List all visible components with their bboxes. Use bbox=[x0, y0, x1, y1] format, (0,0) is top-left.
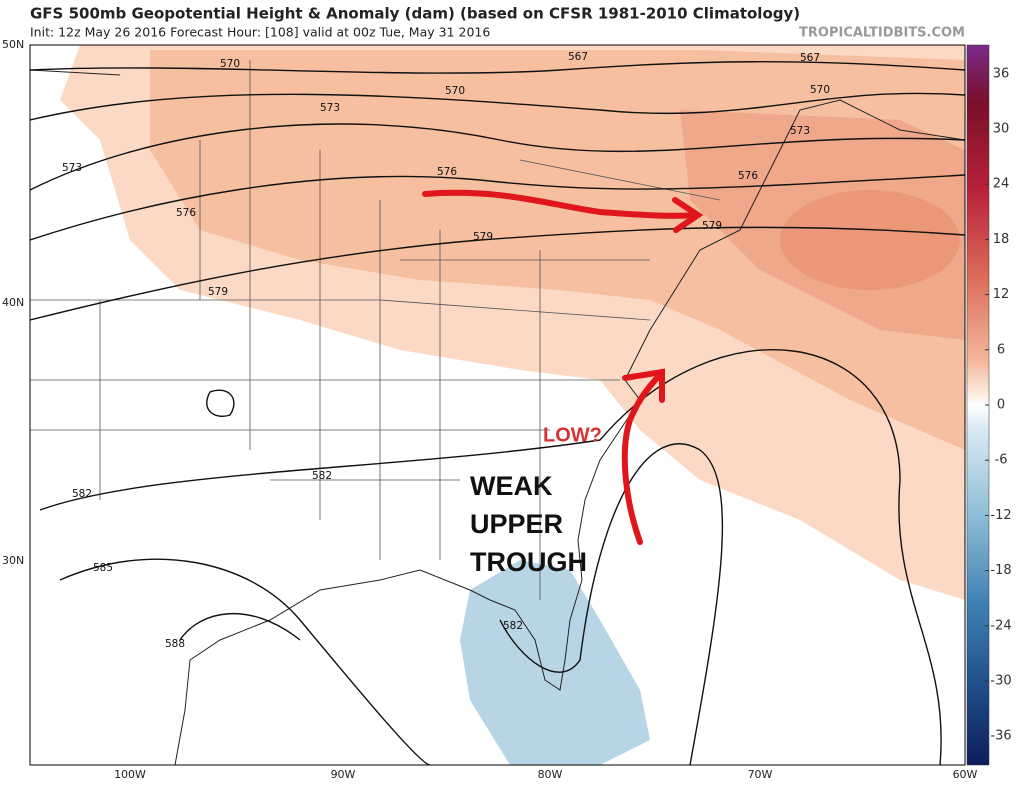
latitude-label: 40N bbox=[2, 296, 24, 309]
anomaly-core bbox=[780, 190, 960, 290]
contour bbox=[39, 348, 942, 765]
longitude-label: 100W bbox=[114, 768, 146, 781]
colorbar-label: 24 bbox=[993, 177, 1010, 192]
contour-label: 582 bbox=[312, 470, 332, 482]
contour bbox=[59, 443, 724, 765]
latitude-label: 50N bbox=[2, 38, 24, 51]
contour-label: 570 bbox=[445, 85, 465, 97]
contour bbox=[179, 612, 301, 641]
longitude-label: 60W bbox=[953, 768, 978, 781]
watermark: TROPICALTIDBITS.COM bbox=[799, 26, 965, 41]
map-frame bbox=[29, 44, 966, 766]
contour-label: 570 bbox=[220, 58, 240, 70]
longitude-label: 90W bbox=[331, 768, 356, 781]
colorbar-label: 30 bbox=[993, 122, 1010, 137]
latitude-label: 30N bbox=[2, 554, 24, 567]
colorbar-label: 36 bbox=[993, 66, 1010, 81]
negative-anomaly bbox=[460, 560, 650, 765]
coastline bbox=[30, 69, 965, 765]
map-area bbox=[30, 45, 965, 765]
contour bbox=[206, 389, 235, 417]
contour bbox=[30, 61, 965, 74]
annotation: LOW? bbox=[543, 424, 602, 446]
colorbar-label: -18 bbox=[990, 563, 1011, 578]
arrow-head bbox=[672, 197, 704, 233]
colorbar-label: 18 bbox=[993, 232, 1010, 247]
contour-label: 579 bbox=[208, 286, 228, 298]
contour-label: 588 bbox=[165, 638, 185, 650]
contour bbox=[30, 226, 965, 321]
state-borders bbox=[30, 60, 721, 600]
colorbar-label: -12 bbox=[990, 508, 1011, 523]
contour-label: 576 bbox=[437, 166, 457, 178]
colorbar-label: 12 bbox=[993, 287, 1010, 302]
arrow bbox=[621, 372, 663, 545]
contour-label: 573 bbox=[320, 102, 340, 114]
title: GFS 500mb Geopotential Height & Anomaly … bbox=[30, 5, 800, 23]
contour bbox=[30, 174, 965, 241]
contour-label: 582 bbox=[72, 488, 92, 500]
annotation: WEAK bbox=[470, 471, 553, 501]
contour-label: 570 bbox=[810, 84, 830, 96]
subtitle: Init: 12z May 26 2016 Forecast Hour: [10… bbox=[30, 25, 490, 40]
colorbar-label: -6 bbox=[995, 453, 1008, 468]
contour-label: 585 bbox=[93, 562, 113, 574]
arrow-head bbox=[622, 368, 665, 403]
annotation: TROUGH bbox=[470, 547, 587, 577]
colorbar-label: 0 bbox=[997, 398, 1005, 413]
colorbar-label: -36 bbox=[990, 729, 1011, 744]
contour-label: 576 bbox=[176, 207, 196, 219]
colorbar-label: -24 bbox=[990, 618, 1011, 633]
annotation: UPPER bbox=[470, 509, 563, 539]
longitude-label: 70W bbox=[748, 768, 773, 781]
contour-label: 579 bbox=[702, 220, 722, 232]
colorbar-label: 6 bbox=[997, 342, 1005, 357]
contour-label: 579 bbox=[473, 231, 493, 243]
colorbar-label: -30 bbox=[990, 674, 1011, 689]
contour-label: 567 bbox=[568, 51, 588, 63]
contour bbox=[30, 123, 965, 191]
arrow bbox=[422, 189, 698, 219]
contour-label: 582 bbox=[503, 620, 523, 632]
contour-label: 567 bbox=[800, 52, 820, 64]
longitude-label: 80W bbox=[538, 768, 563, 781]
contour-label: 576 bbox=[738, 170, 758, 182]
contour-label: 573 bbox=[62, 162, 82, 174]
contour bbox=[30, 92, 965, 121]
contour-label: 573 bbox=[790, 125, 810, 137]
